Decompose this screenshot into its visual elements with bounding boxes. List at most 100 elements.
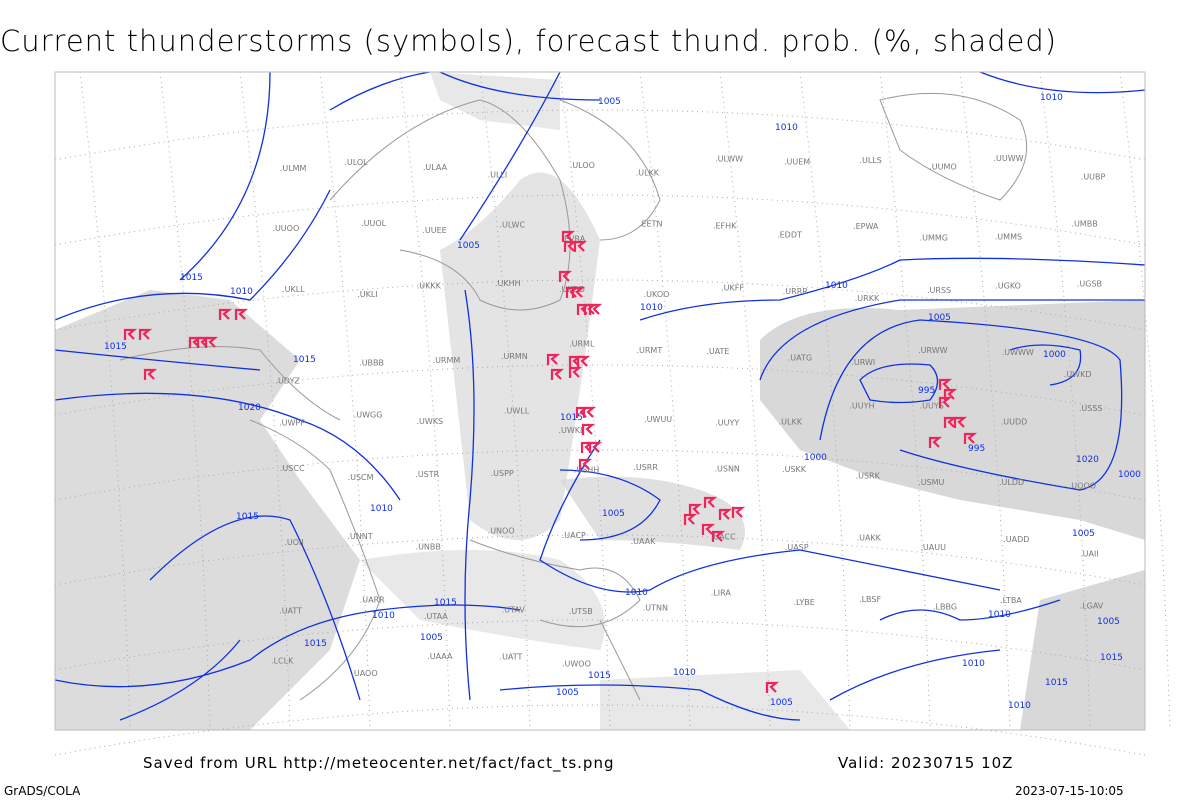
isobar-label: 1015 <box>304 639 327 649</box>
isobar-line <box>859 363 939 404</box>
station-label: .UUEM <box>784 158 810 167</box>
thunderstorm-symbol <box>568 366 583 378</box>
isobar-line <box>539 439 1001 593</box>
isobar-line <box>119 639 241 721</box>
station-label: .ULOO <box>570 161 595 170</box>
isobar-label: 1015 <box>1045 678 1068 688</box>
isobar-label: 1005 <box>770 698 793 708</box>
station-label: .UKHH <box>495 279 521 288</box>
timestamp: 2023-07-15-10:05 <box>1015 784 1124 798</box>
isobar-label: 1005 <box>602 509 625 519</box>
thunderstorm-symbol <box>588 303 603 315</box>
meridian <box>1039 71 1091 731</box>
thunderstorm-symbol <box>576 355 591 367</box>
station-label: .URWI <box>851 358 875 367</box>
isobar-line <box>54 349 261 371</box>
coastline <box>559 99 661 241</box>
station-label: .UMBB <box>1071 220 1097 229</box>
thunderstorm-symbol <box>683 513 698 525</box>
station-label: .UKLI <box>357 290 377 299</box>
shaded-area <box>55 290 360 730</box>
station-label: .UWPP <box>279 418 305 427</box>
isobar-line <box>149 515 361 701</box>
isobar-label: 1020 <box>1076 455 1099 465</box>
isobar-line <box>179 71 271 281</box>
thunderstorm-symbol <box>711 530 726 542</box>
isobar-label: 1015 <box>236 512 259 522</box>
thunderstorm-symbol <box>582 406 597 418</box>
station-label: .URMN <box>501 352 528 361</box>
thunderstorm-symbol <box>718 508 733 520</box>
station-label: .UUMO <box>929 163 956 172</box>
station-label: .UWOO <box>562 660 591 669</box>
station-label: .UAAK <box>631 537 657 546</box>
isobar-label: 1010 <box>775 123 798 133</box>
meridian <box>159 71 211 731</box>
thunderstorm-symbol <box>938 378 953 390</box>
isobar-label: 1015 <box>560 413 583 423</box>
station-labels: .ULMM .ULOL .ULAA .ULLI .ULOO .ULKK .ULWW .UUEM… <box>271 154 1105 678</box>
meridian <box>1119 71 1171 731</box>
station-label: .UASP <box>785 543 809 552</box>
station-label: .URKK <box>855 294 880 303</box>
thunderstorm-symbol <box>928 436 943 448</box>
thunderstorm-symbol <box>143 368 158 380</box>
thunderstorm-symbols <box>123 230 978 693</box>
isobar-line <box>759 299 1145 381</box>
station-label: .UUYY <box>715 418 739 427</box>
meridian <box>959 71 1011 731</box>
station-label: .USHH <box>574 466 600 475</box>
station-label: .ULWC <box>499 221 525 230</box>
isobar-label: 1010 <box>1040 93 1063 103</box>
station-label: .USRR <box>633 463 658 472</box>
isobar-label: 1010 <box>988 610 1011 620</box>
thunderstorm-symbol <box>703 496 718 508</box>
station-label: .UATT <box>500 652 523 661</box>
station-label: .UARR <box>360 595 385 604</box>
station-label: .ULWW <box>715 155 743 164</box>
parallel <box>54 109 1146 161</box>
isobar-line <box>1009 344 1082 386</box>
thunderstorm-symbol <box>963 432 978 444</box>
isobar-label: 1010 <box>372 611 395 621</box>
station-label: .UKFF <box>721 283 744 292</box>
isobar-label: 1010 <box>370 504 393 514</box>
meridian <box>239 71 291 731</box>
station-label: .UWKE <box>558 426 585 435</box>
isobar-label: 1005 <box>1072 529 1095 539</box>
station-label: .UUDD <box>1001 418 1028 427</box>
station-label: .UTAV <box>502 605 526 614</box>
station-label: .ULDD <box>999 478 1024 487</box>
station-label: .ULLS <box>859 156 881 165</box>
station-label: .UOII <box>284 538 303 547</box>
isobar-label: 1015 <box>293 355 316 365</box>
station-label: .UUWW <box>994 154 1024 163</box>
meridian <box>639 71 691 731</box>
shaded-area <box>440 172 600 540</box>
station-label: .UATT <box>279 606 302 615</box>
coastline <box>249 419 381 701</box>
software-label: GrADS/COLA <box>4 784 81 798</box>
station-label: .LYBE <box>793 598 814 607</box>
station-label: .UUOL <box>361 219 387 228</box>
station-label: .UKKK <box>417 281 442 290</box>
station-label: .EPWA <box>853 222 879 231</box>
isobar-label: 1005 <box>598 97 621 107</box>
meridian <box>719 71 771 731</box>
station-label: .EDDT <box>777 230 802 239</box>
isobar-label: 1010 <box>825 281 848 291</box>
thunderstorm-symbol <box>561 230 576 242</box>
station-label: .UMMG <box>920 234 948 243</box>
isobar-label: 1010 <box>962 659 985 669</box>
thunderstorm-symbol <box>218 308 233 320</box>
coastline <box>599 619 641 701</box>
shaded-area <box>1020 570 1145 730</box>
station-label: .UOOO <box>1069 482 1096 491</box>
station-label: .LIRA <box>711 589 732 598</box>
isobar-line <box>329 71 431 111</box>
station-label: .UTSB <box>569 607 593 616</box>
isobar-line <box>819 319 1123 491</box>
station-label: .UTAA <box>424 612 448 621</box>
coastlines-borders <box>119 92 1028 701</box>
